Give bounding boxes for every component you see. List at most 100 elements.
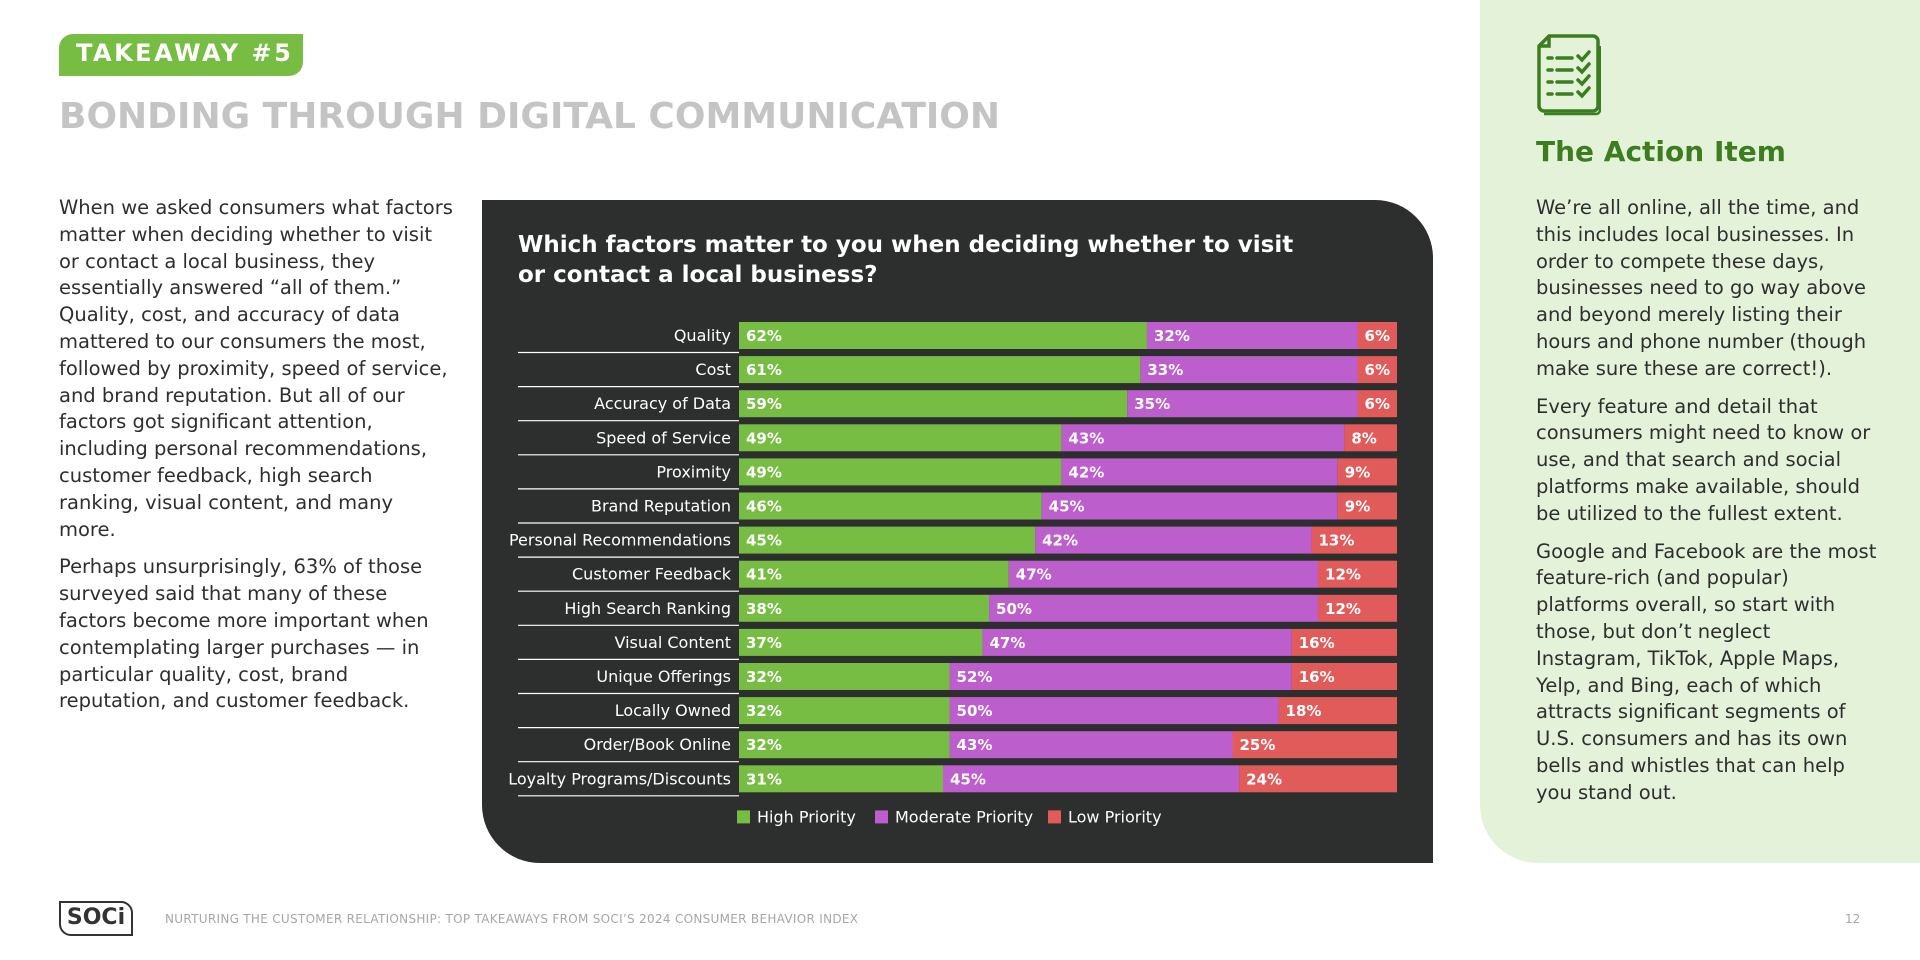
data-label: 50% (996, 600, 1032, 618)
bar-segment (1278, 697, 1397, 725)
action-paragraph-3: Google and Facebook are the most feature… (1536, 539, 1877, 804)
bar-segment (1239, 765, 1397, 793)
bar-segment (739, 526, 1036, 554)
bar-segment (739, 731, 950, 759)
soci-logo: SOCi (59, 901, 133, 936)
category-label: Loyalty Programs/Discounts (508, 769, 731, 788)
data-label: 61% (746, 361, 782, 379)
data-label: 45% (1049, 498, 1085, 516)
bar-segment (1337, 492, 1397, 520)
data-label: 6% (1365, 361, 1390, 379)
category-label: Locally Owned (615, 701, 731, 720)
data-label: 12% (1325, 600, 1361, 618)
bar-segment (739, 492, 1042, 520)
intro-paragraph-1: When we asked consumers what factors mat… (59, 196, 453, 541)
bar-segment (1061, 458, 1338, 486)
legend-swatch (1048, 810, 1061, 824)
data-label: 52% (957, 668, 993, 686)
data-label: 16% (1299, 634, 1335, 652)
data-label: 24% (1246, 770, 1282, 788)
data-label: 25% (1240, 736, 1276, 754)
category-label: Customer Feedback (572, 565, 732, 584)
data-label: 45% (746, 532, 782, 550)
data-label: 42% (1068, 463, 1104, 481)
data-label: 13% (1318, 532, 1354, 550)
data-label: 38% (746, 600, 782, 618)
category-label: Visual Content (615, 633, 731, 652)
category-label: High Search Ranking (564, 599, 731, 618)
category-label: Personal Recommendations (509, 531, 731, 550)
data-label: 6% (1365, 395, 1390, 413)
bar-segment (1291, 628, 1397, 656)
bar-segment (739, 663, 950, 690)
data-label: 32% (1154, 327, 1190, 345)
action-item-body: We’re all online, all the time, and this… (1536, 195, 1881, 818)
bar-segment (1357, 322, 1397, 349)
intro-text: When we asked consumers what factors mat… (59, 195, 454, 726)
bar-segment (1232, 731, 1397, 759)
category-label: Brand Reputation (591, 497, 731, 516)
chart-card: Quality 62% 32% 6% Cost 61% 33% 6% Accuracy of D… (482, 200, 1433, 863)
bar-segment (1035, 526, 1312, 554)
data-label: 9% (1345, 463, 1370, 481)
page-headline: BONDING THROUGH DIGITAL COMMUNICATION (59, 96, 1001, 137)
bar-segment (739, 594, 990, 622)
bar-segment (739, 560, 1009, 588)
action-item-title: The Action Item (1536, 135, 1786, 168)
legend-label: High Priority (757, 807, 856, 826)
action-paragraph-1: We’re all online, all the time, and this… (1536, 196, 1867, 380)
data-label: 35% (1134, 395, 1170, 413)
bar-segment (949, 697, 1279, 725)
bar-segment (1344, 424, 1397, 452)
bar-segment (739, 765, 943, 793)
bar-segment (989, 594, 1319, 622)
category-label: Quality (674, 326, 731, 345)
bar-segment (949, 731, 1233, 759)
data-label: 18% (1286, 702, 1322, 720)
legend-label: Moderate Priority (895, 807, 1033, 826)
bar-segment (1146, 322, 1358, 349)
data-label: 32% (746, 702, 782, 720)
bar-segment (1140, 356, 1358, 384)
bar-segment (1127, 390, 1358, 418)
data-label: 32% (746, 736, 782, 754)
data-label: 33% (1147, 361, 1183, 379)
bar-segment (1041, 492, 1338, 520)
bar-segment (949, 663, 1292, 690)
bar-segment (739, 356, 1141, 384)
stacked-bar-chart: Quality 62% 32% 6% Cost 61% 33% 6% Accuracy of D… (508, 322, 1397, 826)
data-label: 47% (1016, 566, 1052, 584)
footer-text: NURTURING THE CUSTOMER RELATIONSHIP: TOP… (165, 912, 859, 926)
data-label: 37% (746, 634, 782, 652)
data-label: 32% (746, 668, 782, 686)
category-label: Speed of Service (596, 428, 731, 447)
data-label: 50% (957, 702, 993, 720)
data-label: 16% (1299, 668, 1335, 686)
page-number: 12 (1845, 912, 1861, 926)
bar-segment (739, 458, 1062, 486)
data-label: 8% (1351, 429, 1376, 447)
bar-segment (1311, 526, 1397, 554)
bar-segment (739, 322, 1147, 349)
data-label: 49% (746, 429, 782, 447)
data-label: 49% (746, 463, 782, 481)
bar-segment (739, 628, 983, 656)
intro-paragraph-2: Perhaps unsurprisingly, 63% of those sur… (59, 555, 429, 713)
action-item-panel: The Action Item We’re all online, all th… (1480, 0, 1920, 863)
data-label: 12% (1325, 566, 1361, 584)
category-label: Cost (695, 360, 731, 379)
bar-segment (1008, 560, 1319, 588)
bar-segment (1061, 424, 1345, 452)
checklist-icon (1535, 34, 1602, 120)
category-label: Order/Book Online (584, 735, 731, 754)
data-label: 9% (1345, 498, 1370, 516)
data-label: 43% (1068, 429, 1104, 447)
bar-segment (982, 628, 1292, 656)
data-label: 6% (1365, 327, 1390, 345)
data-label: 42% (1042, 532, 1078, 550)
legend-swatch (875, 810, 888, 824)
category-label: Proximity (656, 462, 731, 481)
legend-swatch (737, 810, 750, 824)
data-label: 43% (957, 736, 993, 754)
bar-segment (1357, 390, 1397, 418)
